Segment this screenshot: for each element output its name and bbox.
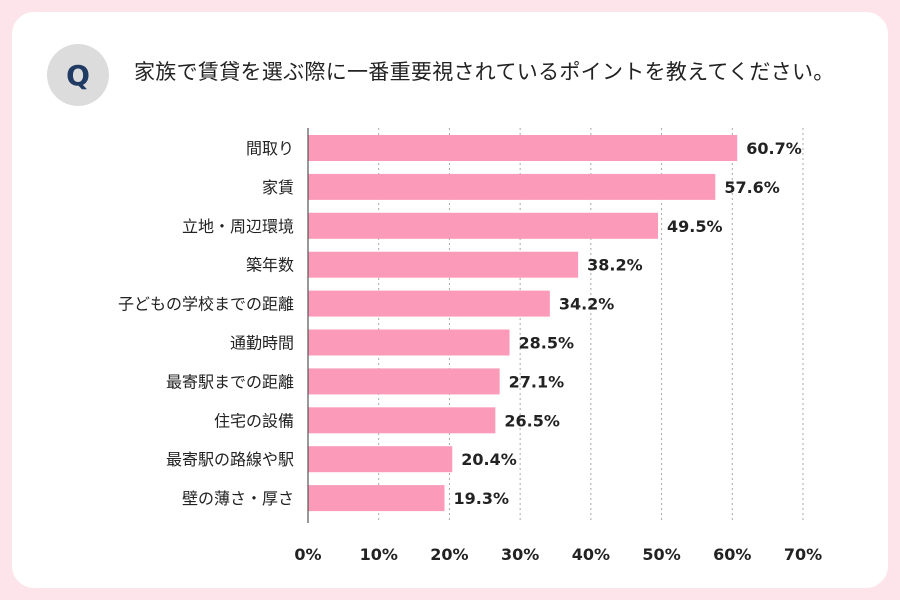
value-label: 27.1%	[509, 372, 565, 391]
bar	[308, 446, 453, 473]
category-label: 最寄駅の路線や駅	[166, 450, 294, 469]
x-tick-label: 10%	[360, 545, 398, 564]
bar	[308, 173, 716, 200]
x-tick-label: 50%	[642, 545, 680, 564]
bar	[308, 368, 500, 395]
value-label: 38.2%	[587, 256, 643, 275]
category-label: 壁の薄さ・厚さ	[182, 489, 294, 508]
x-tick-label: 0%	[294, 545, 321, 564]
x-tick-label: 40%	[572, 545, 610, 564]
category-label: 立地・周辺環境	[182, 217, 294, 236]
x-tick-label: 20%	[430, 545, 468, 564]
value-label: 49.5%	[667, 217, 723, 236]
bars	[308, 135, 738, 512]
category-label: 子どもの学校までの距離	[118, 295, 294, 314]
category-label: 通勤時間	[230, 334, 294, 353]
value-label: 26.5%	[504, 411, 560, 430]
value-label: 20.4%	[461, 450, 517, 469]
question-badge: Q	[47, 44, 109, 106]
category-label: 築年数	[246, 256, 294, 275]
x-tick-label: 60%	[713, 545, 751, 564]
category-label: 間取り	[246, 139, 294, 158]
bar	[308, 212, 659, 239]
bar	[308, 251, 579, 278]
value-label: 19.3%	[453, 489, 509, 508]
bar	[308, 407, 496, 434]
question-title: 家族で賃貸を選ぶ際に一番重要視されているポイントを教えてください。	[134, 60, 835, 84]
category-label: 家賃	[262, 178, 294, 197]
category-label: 住宅の設備	[214, 411, 294, 430]
value-label: 28.5%	[519, 334, 575, 353]
bar	[308, 290, 550, 317]
x-tick-label: 30%	[501, 545, 539, 564]
bar	[308, 485, 445, 512]
value-label: 34.2%	[559, 295, 615, 314]
bar	[308, 329, 510, 356]
category-label: 最寄駅までの距離	[166, 372, 294, 391]
value-label: 57.6%	[724, 178, 780, 197]
labels: 0% 10% 20% 30% 40% 50% 60% 70% 間取り 60.7% 家賃 57.6% 立地…	[118, 139, 822, 564]
x-tick-label: 70%	[784, 545, 822, 564]
bar	[308, 135, 738, 161]
value-label: 60.7%	[746, 139, 802, 158]
